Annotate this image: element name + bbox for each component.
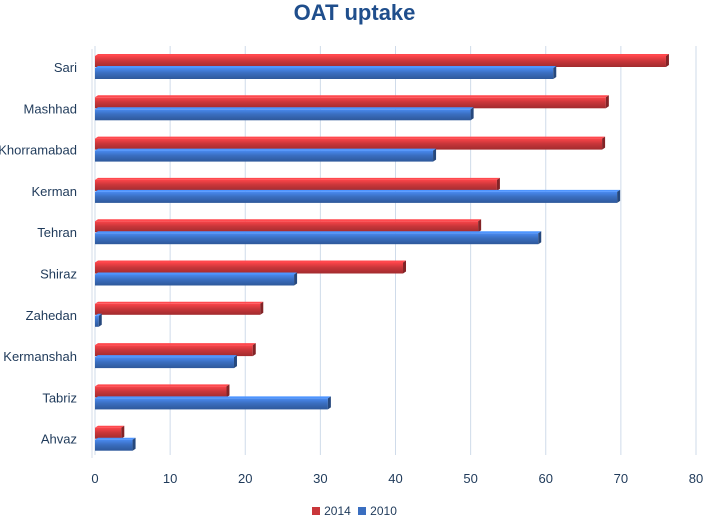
bar-2014-mashhad-end <box>605 95 609 109</box>
bar-2010-khorramabad <box>95 150 434 162</box>
bar-2010-kermanshah-top <box>95 355 237 358</box>
bar-2010-tabriz-top <box>95 396 331 399</box>
bar-2010-shiraz <box>95 274 295 286</box>
bar-2010-tabriz-end <box>327 396 331 410</box>
bar-2014-shiraz-top <box>95 260 407 263</box>
category-label-shiraz: Shiraz <box>40 267 77 282</box>
legend-item-2014: 2014 <box>312 504 351 518</box>
bar-2014-ahvaz <box>95 427 122 439</box>
bar-2010-tehran <box>95 233 539 245</box>
bar-2010-khorramabad-top <box>95 148 437 151</box>
bar-2014-sari-end <box>665 54 669 67</box>
category-label-tehran: Tehran <box>37 225 77 240</box>
bar-2014-kermanshah-end <box>252 343 256 357</box>
x-tick-label-80: 80 <box>689 471 703 486</box>
bar-2014-kerman-end <box>496 177 500 191</box>
category-label-zahedan: Zahedan <box>26 308 77 323</box>
category-label-tabriz: Tabriz <box>42 390 77 405</box>
x-tick-label-50: 50 <box>463 471 477 486</box>
bar-2010-ahvaz <box>95 439 133 451</box>
bar-2014-mashhad-top <box>95 95 609 98</box>
bar-2010-kermanshah-end <box>233 355 237 369</box>
bar-2010-khorramabad-end <box>433 148 437 162</box>
x-tick-label-40: 40 <box>388 471 402 486</box>
category-label-ahvaz: Ahvaz <box>41 432 77 447</box>
legend-label-2010: 2010 <box>370 504 397 518</box>
bar-2014-khorramabad-top <box>95 136 606 139</box>
bar-2010-kerman <box>95 191 618 203</box>
bar-2010-ahvaz-end <box>132 437 136 451</box>
bar-2014-tehran-top <box>95 219 482 222</box>
bar-2010-kerman-end <box>617 189 621 203</box>
bar-2010-shiraz-top <box>95 272 298 275</box>
bar-2014-khorramabad-end <box>602 136 606 150</box>
legend: 2014 2010 <box>0 504 709 518</box>
bar-2014-shiraz-end <box>403 260 407 274</box>
bar-2014-tehran-end <box>478 219 482 233</box>
bar-2014-zahedan-end <box>260 301 264 315</box>
x-tick-label-10: 10 <box>163 471 177 486</box>
bar-2014-ahvaz-end <box>121 425 125 439</box>
bar-2014-kerman-top <box>95 177 500 180</box>
x-tick-label-0: 0 <box>91 471 98 486</box>
bar-2010-mashhad-end <box>470 107 474 121</box>
bar-2014-zahedan <box>95 303 261 315</box>
bar-2010-zahedan-end <box>98 313 102 327</box>
bar-2010-zahedan <box>95 315 99 327</box>
legend-label-2014: 2014 <box>324 504 351 518</box>
bar-2010-tabriz <box>95 398 328 410</box>
legend-swatch-2014 <box>312 507 321 515</box>
x-tick-label-60: 60 <box>539 471 553 486</box>
chart-title: OAT uptake <box>293 0 416 25</box>
bar-2010-mashhad <box>95 109 471 121</box>
bar-2010-sari-end <box>553 66 557 79</box>
category-label-khorramabad: Khorramabad <box>0 143 77 158</box>
bar-2014-tabriz-top <box>95 384 230 387</box>
category-label-sari: Sari <box>54 60 77 75</box>
bar-2014-mashhad <box>95 97 606 109</box>
bar-2014-sari <box>95 56 666 67</box>
bar-2010-kermanshah <box>95 357 234 369</box>
bar-2014-shiraz <box>95 262 404 274</box>
bar-2010-tehran-top <box>95 231 542 234</box>
bar-2010-tehran-end <box>538 231 542 245</box>
bar-2014-tehran <box>95 221 479 233</box>
bar-2010-ahvaz-top <box>95 437 136 440</box>
x-tick-label-20: 20 <box>238 471 252 486</box>
bar-2010-shiraz-end <box>294 272 298 286</box>
x-tick-label-30: 30 <box>313 471 327 486</box>
x-tick-label-70: 70 <box>614 471 628 486</box>
bar-2010-mashhad-top <box>95 107 474 110</box>
bar-2010-sari-top <box>95 66 557 68</box>
bar-2014-kermanshah-top <box>95 343 256 346</box>
category-label-kermanshah: Kermanshah <box>3 349 77 364</box>
bar-2014-kerman <box>95 179 497 191</box>
legend-swatch-2010 <box>358 507 367 515</box>
bar-2010-zahedan-top <box>95 313 102 316</box>
legend-item-2010: 2010 <box>358 504 397 518</box>
bar-2010-kerman-top <box>95 189 621 192</box>
bar-2014-tabriz-end <box>226 384 230 398</box>
bar-2014-ahvaz-top <box>95 425 125 428</box>
bar-2014-tabriz <box>95 386 227 398</box>
bar-2014-sari-top <box>95 54 669 56</box>
category-label-kerman: Kerman <box>31 184 77 199</box>
category-label-mashhad: Mashhad <box>24 101 77 116</box>
bar-2014-zahedan-top <box>95 301 264 304</box>
bar-2014-kermanshah <box>95 345 253 357</box>
bar-2010-sari <box>95 68 554 79</box>
bar-2014-khorramabad <box>95 138 603 150</box>
